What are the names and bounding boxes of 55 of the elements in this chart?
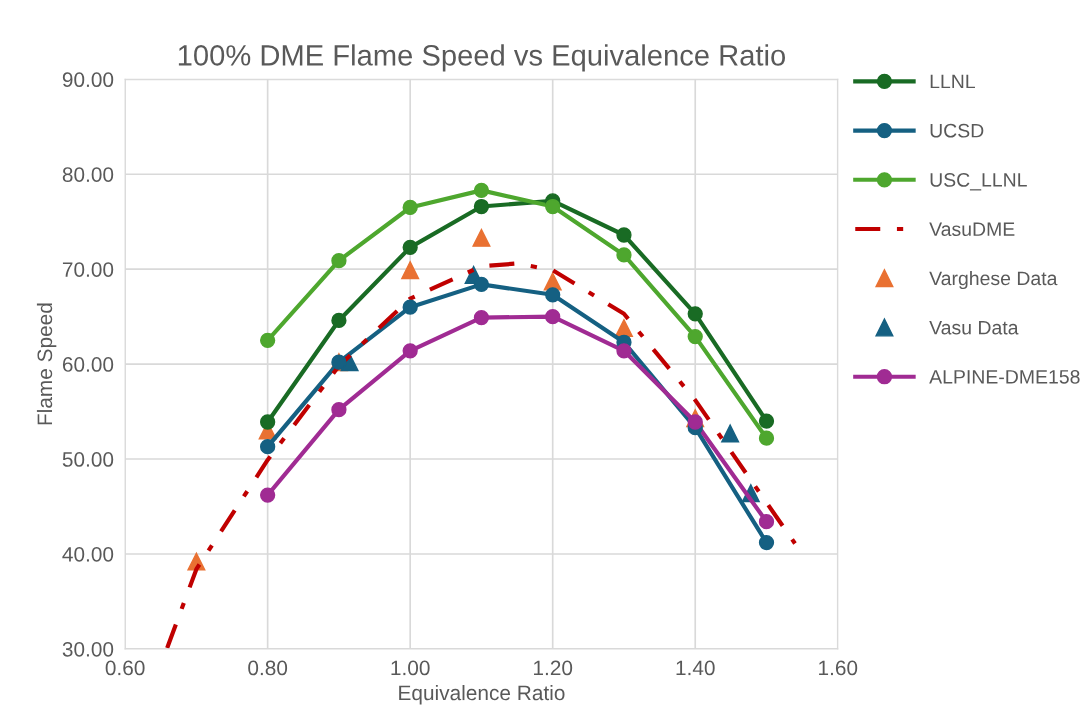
point — [687, 306, 703, 322]
y-tick-label: 50.00 — [62, 452, 114, 467]
point — [473, 182, 490, 199]
legend-label: Varghese Data — [929, 270, 1058, 290]
point — [402, 199, 418, 216]
point — [402, 343, 418, 359]
point — [473, 276, 490, 293]
point — [758, 430, 775, 446]
point — [331, 252, 347, 269]
point — [721, 424, 740, 443]
point — [260, 487, 276, 503]
point — [260, 332, 276, 349]
x-tick-label: 0.80 — [248, 660, 288, 676]
x-tick-label: 1.20 — [534, 660, 573, 676]
line-series — [165, 261, 798, 649]
y-tick-label: 90.00 — [62, 72, 114, 88]
point — [473, 309, 490, 326]
y-tick-label: 40.00 — [62, 546, 114, 562]
point — [758, 413, 775, 429]
point — [687, 328, 703, 345]
point — [473, 198, 490, 215]
point — [331, 402, 347, 418]
y-tick-label: 30.00 — [62, 641, 114, 657]
point — [545, 198, 561, 215]
legend-label: Vasu Data — [929, 320, 1019, 335]
point — [616, 343, 632, 359]
x-tick-label: 1.40 — [676, 660, 715, 676]
point — [472, 228, 491, 247]
y-tick-label: 60.00 — [62, 357, 114, 372]
point — [687, 414, 703, 430]
point — [402, 239, 418, 255]
legend-label: VasuDME — [929, 222, 1015, 237]
legend-label: UCSD — [930, 123, 984, 138]
y-tick-label: 70.00 — [62, 262, 114, 277]
point — [758, 514, 775, 530]
y-axis-title: Flame Speed — [36, 303, 57, 425]
point — [616, 247, 632, 263]
point — [545, 308, 561, 325]
legend-label: LLNL — [930, 74, 975, 89]
point — [402, 299, 418, 315]
point — [616, 227, 632, 243]
point — [758, 534, 775, 551]
point — [331, 312, 347, 329]
x-axis-title: Equivalence Ratio — [399, 684, 565, 705]
point — [260, 414, 276, 430]
point — [401, 261, 420, 280]
x-tick-label: 1.60 — [819, 660, 858, 676]
y-tick-label: 80.00 — [62, 167, 114, 182]
point — [260, 439, 276, 455]
legend-label: USC_LLNL — [930, 173, 1027, 191]
x-tick-label: 0.60 — [105, 660, 145, 676]
legend-label: ALPINE-DME158 — [929, 369, 1080, 384]
x-tick-label: 1.00 — [391, 660, 430, 676]
chart-title: 100% DME Flame Speed vs Equivalence Ratio — [178, 44, 786, 72]
point — [545, 287, 561, 303]
